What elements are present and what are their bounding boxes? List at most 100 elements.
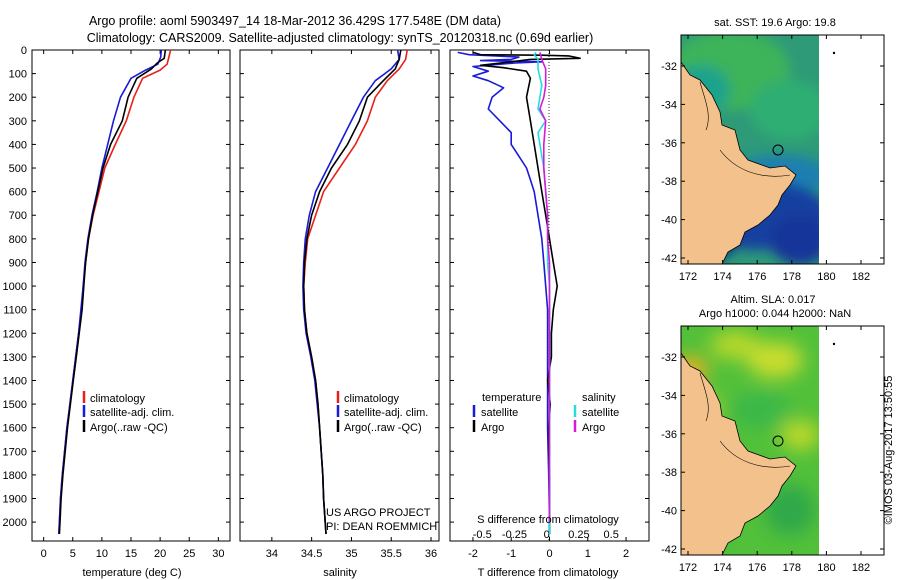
series-line-temperature-satellite [457, 51, 551, 534]
x-tick-label: 34 [266, 548, 278, 560]
difference-legend: temperature satellite Argo salinity sate… [472, 392, 619, 434]
map-x-tick-label: 172 [679, 271, 697, 283]
map-x-tick-label: 182 [852, 562, 870, 574]
top-tick-label: 0 [544, 529, 550, 541]
series-line-satellite-adj-clim- [58, 50, 163, 534]
x-tick-label: 0 [546, 548, 552, 560]
map-x-tick-label: 182 [852, 271, 870, 283]
sst-map-image [681, 35, 884, 264]
x-tick-label: -1 [506, 548, 516, 560]
x-tick-label: 1 [585, 548, 591, 560]
x-tick-label: 15 [125, 548, 137, 560]
sla-map-title-line-2: Argo h1000: 0.044 h2000: NaN [699, 308, 851, 320]
difference-profiles [457, 51, 581, 534]
depth-tick-label: 400 [9, 139, 27, 151]
temperature-legend: climatology satellite-adj. clim. Argo(..… [82, 391, 174, 434]
legend-label-s-satellite: satellite [582, 407, 619, 419]
map-x-tick-label: 174 [713, 562, 731, 574]
difference-xlabel: T difference from climatology [478, 567, 619, 579]
series-line-argo-raw-qc- [302, 50, 402, 534]
map-x-tick-label: 180 [817, 562, 835, 574]
series-line-satellite-adj-clim- [302, 50, 401, 534]
depth-tick-label: 500 [9, 163, 27, 175]
sla-map-image [681, 326, 884, 555]
salinity-xlabel: salinity [323, 567, 357, 579]
map-y-tick-label: -38 [661, 176, 677, 188]
map-y-tick-label: -42 [661, 253, 677, 265]
sla-map-frame [680, 325, 885, 556]
sla-map-title-line-1: Altim. SLA: 0.017 [731, 294, 816, 306]
depth-tick-label: 800 [9, 234, 27, 246]
x-tick-label: 35 [345, 548, 357, 560]
sst-map-frame [680, 34, 885, 265]
x-tick-label: 0 [41, 548, 47, 560]
x-tick-label: -2 [468, 548, 478, 560]
x-tick-label: 2 [623, 548, 629, 560]
depth-tick-label: 1000 [3, 281, 27, 293]
depth-tick-label: 1100 [3, 305, 27, 317]
map-y-tick-label: -38 [661, 467, 677, 479]
map-y-tick-label: -34 [661, 390, 677, 402]
project-credit-line-1: US ARGO PROJECT [326, 507, 431, 519]
series-line-salinity-argo [539, 52, 551, 523]
legend-label-satellite: satellite-adj. clim. [344, 407, 428, 419]
top-tick-label: -0.25 [502, 529, 527, 541]
top-tick-label: 0.25 [568, 529, 589, 541]
temperature-profiles [58, 50, 172, 534]
series-line-argo-raw-qc- [58, 50, 167, 534]
salinity-profiles [302, 50, 408, 534]
x-tick-label: 35.5 [381, 548, 402, 560]
salinity-panel-frame [239, 49, 440, 542]
depth-tick-label: 1900 [3, 494, 27, 506]
imos-timestamp: ©IMOS 03-Aug-2017 13:50:55 [883, 376, 895, 525]
map-x-tick-label: 174 [713, 271, 731, 283]
x-tick-label: 25 [183, 548, 195, 560]
project-credit-line-2: PI: DEAN ROEMMICH [326, 521, 437, 533]
map-x-tick-label: 178 [783, 562, 801, 574]
series-line-salinity-satellite [533, 51, 551, 534]
x-tick-label: 10 [96, 548, 108, 560]
depth-tick-label: 700 [9, 210, 27, 222]
difference-top-xlabel: S difference from climatology [477, 514, 619, 526]
legend-label-satellite: satellite-adj. clim. [90, 407, 174, 419]
depth-tick-label: 2000 [3, 517, 27, 529]
depth-tick-label: 1700 [3, 446, 27, 458]
x-tick-label: 5 [70, 548, 76, 560]
legend-label-s-argo: Argo [582, 422, 605, 434]
map-y-tick-label: -40 [661, 506, 677, 518]
map-y-tick-label: -32 [661, 61, 677, 73]
depth-tick-label: 1500 [3, 399, 27, 411]
legend-label-climatology: climatology [90, 393, 146, 405]
temperature-xlabel: temperature (deg C) [82, 567, 181, 579]
sst-map-title: sat. SST: 19.6 Argo: 19.8 [714, 17, 836, 29]
map-y-tick-label: -32 [661, 352, 677, 364]
depth-tick-label: 600 [9, 187, 27, 199]
map-y-tick-label: -36 [661, 138, 677, 150]
legend-label-climatology: climatology [344, 393, 400, 405]
salinity-axis: 34 34.5 35 35.5 36 [240, 49, 439, 560]
depth-tick-label: 100 [9, 69, 27, 81]
map-x-tick-label: 172 [679, 562, 697, 574]
series-line-climatology [302, 50, 408, 534]
salinity-legend: climatology satellite-adj. clim. Argo(..… [336, 391, 428, 434]
difference-axis: -2 -1 0 1 2 -0.5 -0.25 0 0.25 0.5 [450, 49, 649, 560]
depth-tick-label: 1400 [3, 375, 27, 387]
x-tick-label: 36 [425, 548, 437, 560]
legend-heading-temperature: temperature [482, 392, 541, 404]
depth-tick-label: 0 [21, 45, 27, 57]
temperature-panel-frame [31, 49, 231, 542]
map-x-tick-label: 176 [748, 562, 766, 574]
top-tick-label: 0.5 [604, 529, 619, 541]
legend-label-t-argo: Argo [481, 422, 504, 434]
x-tick-label: 34.5 [301, 548, 322, 560]
depth-axis-labels: 0 100 200 300 400 500 600 700 800 900 1000 1100 1200… [3, 45, 27, 529]
x-tick-label: 20 [154, 548, 166, 560]
depth-tick-label: 1600 [3, 423, 27, 435]
legend-label-t-satellite: satellite [481, 407, 518, 419]
map-x-tick-label: 178 [783, 271, 801, 283]
figure-title-line-2: Climatology: CARS2009. Satellite-adjuste… [87, 31, 594, 45]
depth-tick-label: 1300 [3, 352, 27, 364]
